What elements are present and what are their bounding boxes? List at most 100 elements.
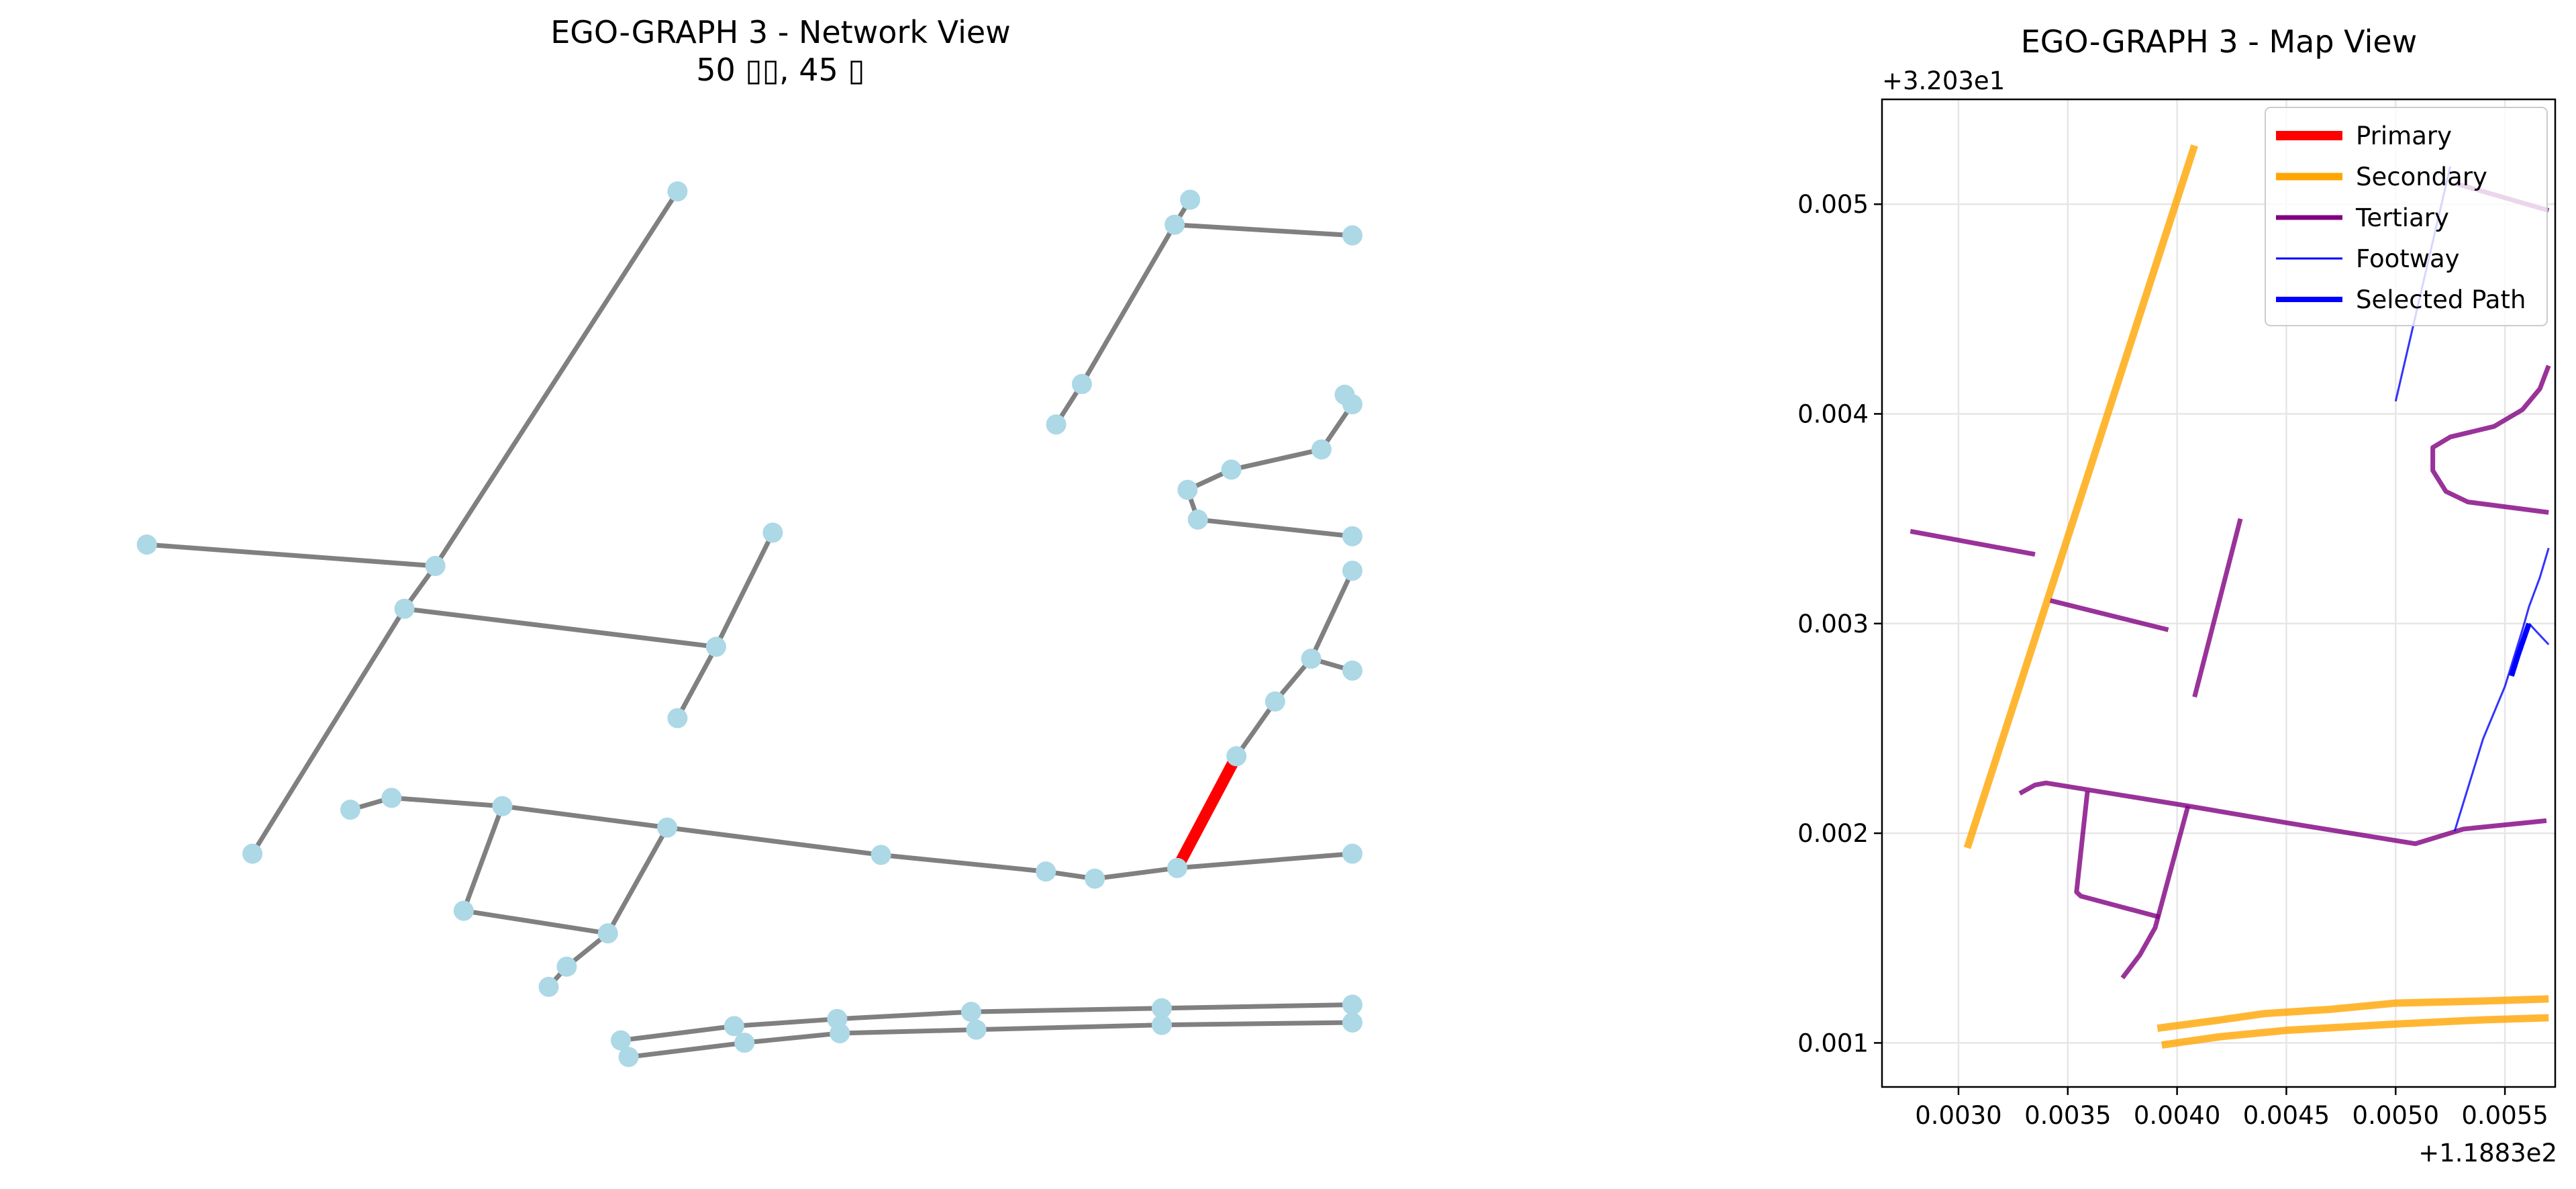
network-node <box>1221 459 1242 480</box>
x-tick-label: 0.0045 <box>2243 1101 2330 1130</box>
network-edge <box>461 805 505 912</box>
network-edge <box>501 804 668 830</box>
x-tick-label: 0.0055 <box>2461 1101 2548 1130</box>
network-edge <box>666 825 882 857</box>
map-x-ticks: 0.0030 0.0035 0.0040 0.0045 0.0050 0.0055 <box>1915 1087 2548 1130</box>
road-tertiary <box>2018 780 2547 847</box>
legend-label: Tertiary <box>2355 203 2449 232</box>
network-node <box>1180 189 1201 210</box>
legend-label: Footway <box>2356 244 2460 273</box>
network-node <box>1167 857 1187 878</box>
network-node <box>657 817 678 838</box>
network-edge <box>881 852 1046 874</box>
network-edge <box>605 826 670 935</box>
network-node <box>381 788 402 808</box>
network-edge <box>391 795 503 809</box>
network-edge <box>250 607 407 855</box>
network-edge <box>1230 447 1322 472</box>
network-node <box>1151 998 1172 1018</box>
network-node <box>960 1002 981 1022</box>
network-node <box>618 1047 639 1067</box>
map-y-offset-label: +3.203e1 <box>1882 66 2005 95</box>
network-node <box>1177 479 1198 500</box>
network-node <box>1311 439 1332 460</box>
legend-label: Selected Path <box>2356 285 2526 314</box>
network-node <box>1187 509 1208 530</box>
network-edge <box>1161 1020 1352 1028</box>
y-tick-label: 0.002 <box>1797 819 1869 848</box>
map-x-offset-label: +1.1883e2 <box>2418 1139 2557 1168</box>
network-node <box>425 555 446 576</box>
map-roads <box>1910 144 2551 1049</box>
network-node <box>1071 374 1092 395</box>
network-node <box>1342 1012 1363 1033</box>
network-node <box>667 181 688 202</box>
x-tick-label: 0.0040 <box>2134 1101 2220 1130</box>
network-edge <box>1234 700 1277 758</box>
network-nodes <box>136 181 1363 1067</box>
network-node <box>556 956 577 977</box>
network-view-panel: EGO-GRAPH 3 - Network View 50 ▯▯, 45 ▯ <box>136 14 1363 1067</box>
network-node <box>762 522 783 543</box>
network-edge <box>734 1016 838 1029</box>
y-tick-label: 0.005 <box>1797 190 1869 219</box>
network-node <box>966 1019 987 1040</box>
network-node <box>136 534 157 555</box>
network-edge <box>1174 222 1353 238</box>
network-node <box>1151 1014 1172 1035</box>
network-node <box>705 636 726 657</box>
map-axes-frame <box>1881 98 2557 1088</box>
road-tertiary <box>1910 528 2036 557</box>
map-y-ticks: 0.001 0.002 0.003 0.004 0.005 <box>1797 190 1882 1057</box>
road-secondary <box>2161 1014 2549 1049</box>
network-node <box>1301 649 1322 669</box>
network-node <box>492 796 513 816</box>
network-node <box>1226 746 1247 767</box>
legend-label: Primary <box>2356 122 2452 150</box>
network-edge <box>628 1040 745 1059</box>
network-node <box>1342 994 1363 1015</box>
network-node <box>1165 214 1185 235</box>
network-edge <box>1309 569 1355 660</box>
x-tick-label: 0.0030 <box>1915 1101 2001 1130</box>
network-edge <box>840 1027 977 1036</box>
network-edge <box>146 542 436 569</box>
network-edge <box>463 908 609 936</box>
road-footway <box>2528 622 2550 646</box>
network-node <box>830 1022 850 1043</box>
legend-label: Secondary <box>2356 162 2487 191</box>
network-node <box>1085 868 1105 889</box>
y-tick-label: 0.004 <box>1797 399 1869 428</box>
x-tick-label: 0.0050 <box>2352 1101 2439 1130</box>
network-edge <box>971 1006 1162 1014</box>
road-tertiary <box>2120 805 2191 980</box>
network-view-subtitle: 50 ▯▯, 45 ▯ <box>696 52 865 88</box>
network-node <box>1265 691 1285 712</box>
road-tertiary <box>2430 365 2551 515</box>
network-node <box>1342 225 1363 246</box>
y-tick-label: 0.003 <box>1797 610 1869 638</box>
network-node <box>538 976 559 997</box>
road-tertiary <box>2074 791 2161 920</box>
network-node <box>1342 526 1363 546</box>
network-node <box>242 843 263 864</box>
network-edge <box>1177 851 1353 871</box>
network-edge <box>837 1009 972 1022</box>
network-node <box>1036 861 1056 882</box>
road-footway <box>2453 547 2550 832</box>
map-view-panel: EGO-GRAPH 3 - Map View 0.0030 0.0035 0.004… <box>1797 23 2557 1168</box>
network-node <box>871 845 891 865</box>
network-view-title: EGO-GRAPH 3 - Network View <box>550 14 1011 50</box>
network-edge <box>1079 223 1177 385</box>
network-node <box>1342 394 1363 415</box>
map-view-title: EGO-GRAPH 3 - Map View <box>2021 23 2418 60</box>
map-legend: Primary Secondary Tertiary Footway Selected … <box>2265 107 2548 326</box>
legend-box <box>2265 107 2548 326</box>
network-node <box>734 1033 755 1053</box>
x-tick-label: 0.0035 <box>2024 1101 2111 1130</box>
network-node <box>667 708 688 728</box>
network-edge <box>620 1023 735 1043</box>
network-node <box>610 1030 631 1051</box>
